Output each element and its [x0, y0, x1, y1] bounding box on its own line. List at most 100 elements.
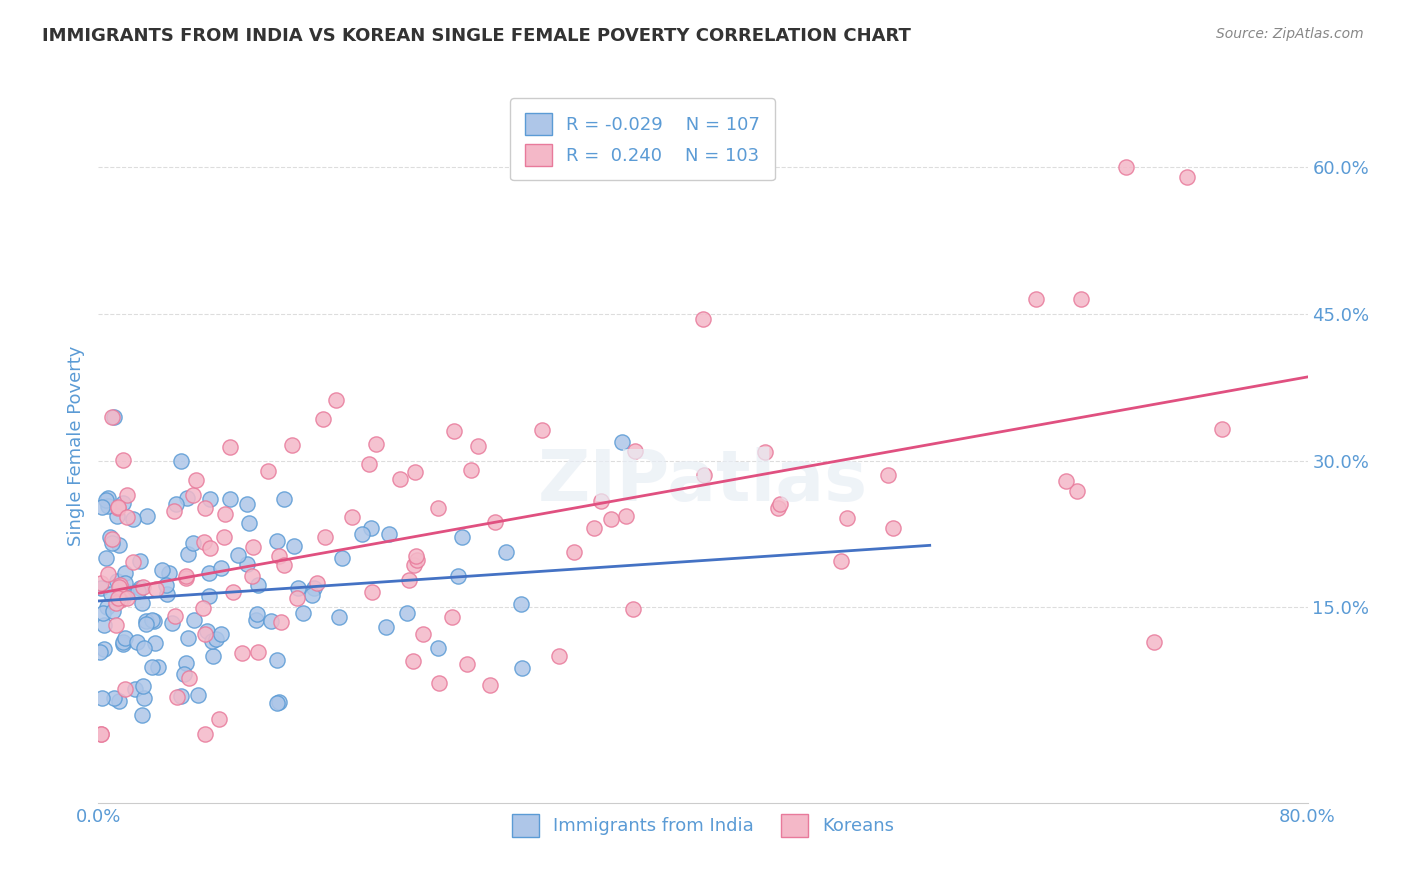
Point	[304, 582, 326, 596]
Point	[591, 493, 613, 508]
Point	[209, 561, 232, 575]
Point	[283, 539, 305, 553]
Point	[246, 645, 269, 659]
Point	[201, 648, 224, 663]
Point	[583, 521, 606, 535]
Point	[352, 527, 374, 541]
Point	[105, 574, 128, 588]
Point	[110, 588, 132, 602]
Point	[1024, 293, 1046, 307]
Point	[330, 551, 353, 566]
Point	[177, 547, 200, 561]
Point	[170, 453, 193, 467]
Point	[142, 615, 165, 629]
Point	[96, 493, 118, 508]
Point	[135, 616, 157, 631]
Point	[882, 521, 904, 535]
Point	[107, 500, 129, 515]
Point	[93, 618, 115, 632]
Point	[146, 660, 169, 674]
Point	[456, 657, 478, 672]
Point	[236, 558, 259, 572]
Point	[115, 591, 138, 606]
Point	[427, 501, 450, 516]
Point	[238, 516, 260, 530]
Text: ZIPatlas: ZIPatlas	[538, 447, 868, 516]
Point	[181, 488, 204, 502]
Point	[375, 620, 398, 634]
Point	[467, 439, 489, 453]
Point	[132, 679, 155, 693]
Point	[226, 548, 249, 562]
Point	[90, 727, 112, 741]
Point	[91, 607, 114, 621]
Point	[114, 576, 136, 591]
Point	[105, 508, 128, 523]
Point	[218, 491, 240, 506]
Point	[404, 465, 426, 479]
Point	[257, 464, 280, 478]
Point	[877, 467, 900, 482]
Point	[212, 530, 235, 544]
Point	[108, 693, 131, 707]
Point	[377, 527, 399, 541]
Point	[132, 640, 155, 655]
Point	[495, 544, 517, 558]
Point	[314, 530, 336, 544]
Point	[122, 555, 145, 569]
Point	[114, 566, 136, 580]
Point	[98, 530, 121, 544]
Point	[101, 536, 124, 550]
Point	[509, 597, 531, 611]
Point	[90, 727, 112, 741]
Point	[108, 577, 131, 591]
Point	[104, 618, 127, 632]
Point	[357, 457, 380, 471]
Point	[325, 392, 347, 407]
Point	[173, 666, 195, 681]
Point	[107, 500, 129, 514]
Point	[198, 589, 221, 603]
Point	[312, 412, 335, 426]
Point	[754, 445, 776, 459]
Point	[117, 584, 139, 599]
Point	[155, 578, 177, 592]
Point	[97, 500, 120, 514]
Point	[100, 532, 122, 546]
Point	[165, 498, 187, 512]
Point	[361, 584, 384, 599]
Point	[131, 596, 153, 610]
Point	[769, 497, 792, 511]
Point	[621, 602, 644, 616]
Point	[129, 553, 152, 567]
Point	[131, 707, 153, 722]
Point	[1115, 161, 1137, 175]
Point	[197, 566, 219, 580]
Point	[478, 677, 501, 691]
Point	[366, 437, 388, 451]
Point	[612, 435, 634, 450]
Point	[112, 635, 135, 649]
Point	[340, 510, 363, 524]
Point	[460, 463, 482, 477]
Point	[111, 452, 134, 467]
Point	[692, 312, 714, 326]
Point	[135, 615, 157, 629]
Point	[132, 691, 155, 706]
Point	[260, 614, 283, 628]
Point	[103, 691, 125, 706]
Point	[114, 631, 136, 645]
Point	[564, 544, 586, 558]
Point	[97, 566, 120, 581]
Point	[1175, 170, 1198, 185]
Point	[162, 504, 184, 518]
Point	[270, 615, 292, 629]
Point	[181, 536, 204, 550]
Point	[484, 515, 506, 529]
Point	[101, 409, 124, 424]
Point	[198, 492, 221, 507]
Point	[122, 512, 145, 526]
Point	[186, 474, 208, 488]
Point	[205, 632, 228, 646]
Point	[174, 656, 197, 670]
